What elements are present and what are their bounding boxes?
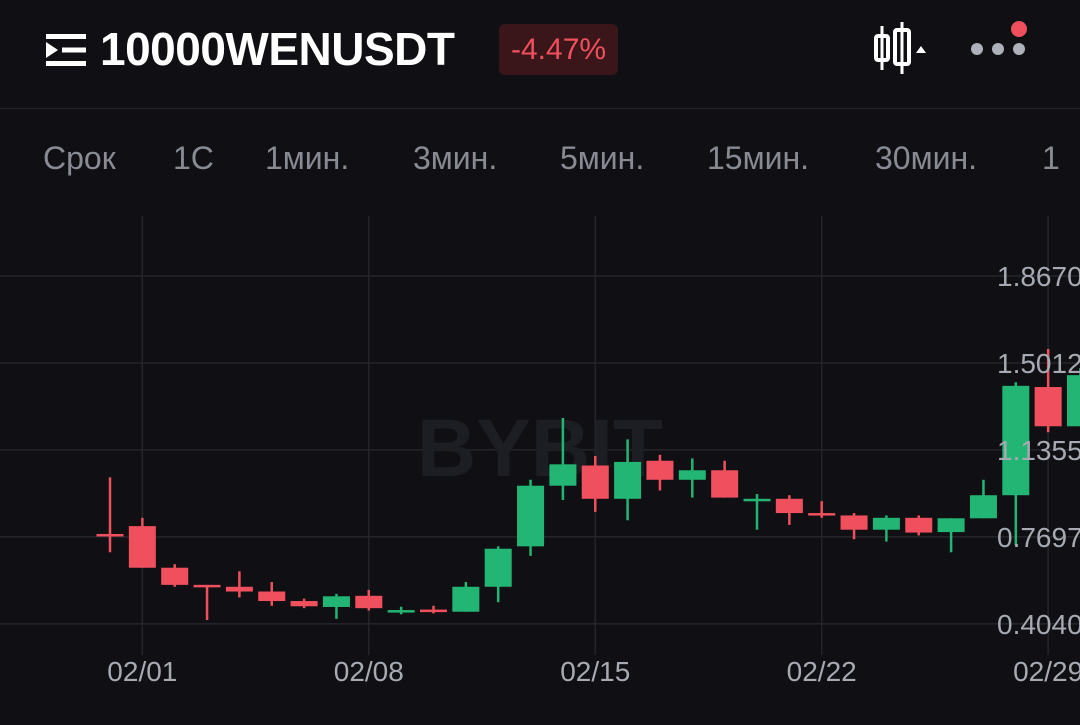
y-tick-label: 1.5012	[997, 348, 1080, 379]
candle-body	[614, 461, 642, 499]
candle[interactable]	[678, 458, 706, 498]
tab-3min[interactable]: 3мин.	[413, 140, 498, 176]
candle[interactable]	[549, 417, 577, 500]
candle[interactable]	[808, 501, 836, 518]
candle-body	[1034, 387, 1062, 427]
candle[interactable]	[614, 439, 642, 521]
candle[interactable]	[322, 593, 350, 619]
candle[interactable]	[1067, 368, 1080, 427]
candle-body	[517, 485, 545, 547]
candle[interactable]	[258, 582, 286, 606]
candle-body	[128, 526, 156, 568]
tab-1min[interactable]: 1мин.	[265, 140, 350, 176]
candle-body	[387, 610, 415, 613]
candle[interactable]	[517, 479, 545, 556]
candle[interactable]	[775, 495, 803, 525]
candle[interactable]	[969, 479, 997, 519]
candle-body	[743, 498, 771, 502]
y-tick-label: 1.1355	[997, 435, 1080, 466]
candle-body	[355, 595, 383, 609]
candle[interactable]	[905, 515, 933, 536]
candle[interactable]	[743, 494, 771, 530]
x-tick-label: 02/15	[560, 656, 630, 687]
y-tick-label: 0.4040	[997, 609, 1080, 640]
candle-body	[905, 517, 933, 533]
candle[interactable]	[452, 582, 480, 612]
candle[interactable]	[128, 517, 156, 568]
candle-body	[1067, 375, 1080, 427]
candle[interactable]	[225, 571, 253, 598]
timeframe-tabs: Срок 1С 1мин. 3мин. 5мин. 15мин. 30мин. …	[0, 108, 1080, 204]
candle-body	[969, 495, 997, 519]
tab-1h[interactable]: 1	[1042, 140, 1060, 176]
candle-body	[808, 513, 836, 516]
candle[interactable]	[420, 605, 447, 614]
candle[interactable]	[711, 460, 739, 498]
candle-body	[775, 498, 803, 514]
candle[interactable]	[161, 564, 189, 587]
candle[interactable]	[840, 513, 868, 540]
more-icon[interactable]	[966, 20, 1032, 70]
tab-period[interactable]: Срок	[43, 140, 116, 176]
candle-body	[1002, 385, 1030, 496]
candle[interactable]	[387, 606, 415, 615]
candle-body	[193, 584, 221, 588]
tab-30min[interactable]: 30мин.	[875, 140, 978, 176]
candle-body	[290, 601, 318, 607]
candle-body	[420, 609, 447, 613]
price-change-badge: -4.47%	[499, 24, 619, 75]
candles	[96, 348, 1080, 621]
candle-body	[549, 464, 577, 486]
tab-5min[interactable]: 5мин.	[560, 140, 645, 176]
candle-body	[872, 517, 900, 530]
candle[interactable]	[1034, 348, 1062, 433]
candle[interactable]	[872, 515, 900, 542]
x-tick-label: 02/08	[334, 656, 404, 687]
candle-body	[161, 567, 189, 585]
y-tick-label: 1.8670	[997, 261, 1080, 292]
tab-15min[interactable]: 15мин.	[707, 140, 810, 176]
x-tick-label: 02/22	[787, 656, 857, 687]
y-tick-label: 0.7697	[997, 522, 1080, 553]
candle[interactable]	[290, 598, 318, 609]
candle[interactable]	[96, 477, 124, 553]
candle-body	[484, 548, 512, 587]
candle-body	[840, 515, 868, 530]
chart-grid	[0, 216, 1080, 655]
tab-1s[interactable]: 1С	[173, 140, 214, 176]
candlestick-chart-icon[interactable]	[872, 22, 930, 74]
candle-body	[581, 465, 609, 499]
candle-body	[452, 586, 480, 612]
x-tick-label: 02/29	[1013, 656, 1080, 687]
candle[interactable]	[581, 455, 609, 512]
candle[interactable]	[193, 584, 221, 621]
candle-body	[937, 518, 965, 533]
candle-body	[96, 533, 124, 537]
candle[interactable]	[1002, 382, 1030, 546]
axis-labels: 1.8670 1.5012 1.1355 0.7697 0.4040 02/01 02/08…	[107, 261, 1080, 687]
header: 10000WENUSDT -4.47%	[0, 0, 1080, 109]
candle-body	[678, 470, 706, 480]
candle-body	[711, 470, 739, 498]
candle-body	[225, 586, 253, 592]
menu-icon[interactable]	[44, 30, 88, 70]
candle[interactable]	[484, 546, 512, 603]
notification-dot	[1011, 21, 1027, 37]
candle-body	[646, 460, 674, 480]
candle[interactable]	[646, 454, 674, 491]
candle[interactable]	[355, 589, 383, 611]
candle-body	[322, 596, 350, 607]
candle[interactable]	[937, 518, 965, 553]
candle-body	[258, 591, 286, 602]
trading-pair-title[interactable]: 10000WENUSDT	[100, 23, 455, 75]
candlestick-chart[interactable]: BYBIT 1.86701.50121.13550.76970.404002/0…	[0, 204, 1080, 725]
x-tick-label: 02/01	[107, 656, 177, 687]
